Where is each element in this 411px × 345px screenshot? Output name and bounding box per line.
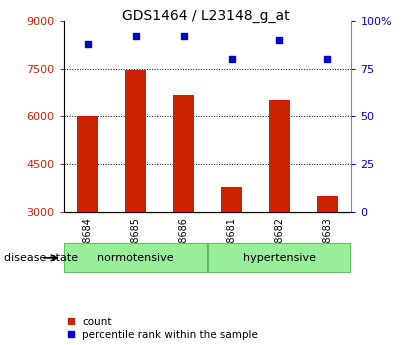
Text: disease state: disease state [4, 253, 78, 263]
Text: GSM28684: GSM28684 [83, 217, 92, 269]
Text: GDS1464 / L23148_g_at: GDS1464 / L23148_g_at [122, 9, 289, 23]
Text: GSM28685: GSM28685 [131, 217, 141, 270]
Bar [77, 117, 99, 212]
Bar [269, 100, 290, 212]
Text: GSM28682: GSM28682 [275, 217, 284, 270]
Bar [316, 196, 338, 212]
Text: GSM28681: GSM28681 [226, 217, 236, 269]
Bar [173, 95, 194, 212]
Text: GSM28686: GSM28686 [179, 217, 189, 269]
Text: normotensive: normotensive [97, 253, 174, 263]
Bar [64, 243, 208, 273]
Text: GSM28683: GSM28683 [323, 217, 332, 269]
Text: hypertensive: hypertensive [243, 253, 316, 263]
Bar [208, 243, 351, 273]
Bar [221, 187, 242, 212]
Bar [125, 70, 146, 212]
Legend: count, percentile rank within the sample: count, percentile rank within the sample [63, 313, 263, 344]
